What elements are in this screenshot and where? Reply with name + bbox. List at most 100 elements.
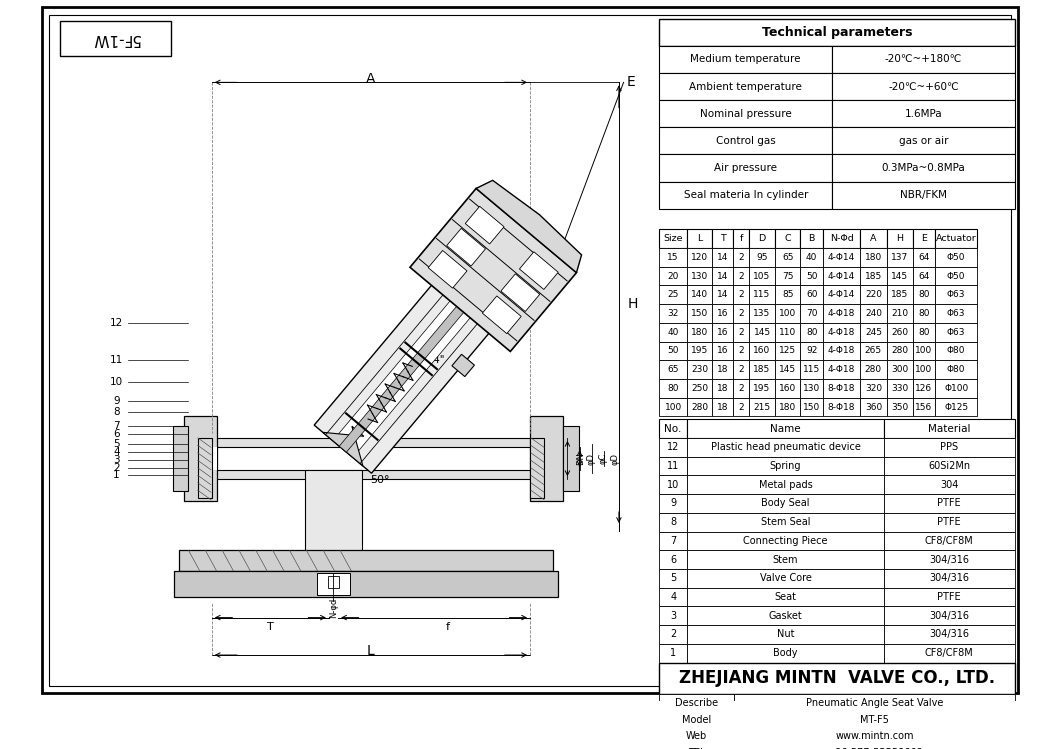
Text: 4-Φ14: 4-Φ14 — [828, 272, 855, 281]
Text: Φ63: Φ63 — [947, 291, 966, 300]
Text: 14: 14 — [717, 253, 728, 262]
Bar — [712, 267, 734, 285]
Text: CF8/CF8M: CF8/CF8M — [924, 536, 973, 546]
Text: T: T — [267, 622, 273, 632]
Bar — [734, 285, 749, 304]
Text: 10: 10 — [667, 479, 679, 490]
Text: 100: 100 — [916, 346, 933, 356]
Bar — [775, 267, 800, 285]
Text: 2: 2 — [738, 365, 744, 374]
Bar — [198, 438, 544, 447]
Text: Connecting Piece: Connecting Piece — [743, 536, 828, 546]
Text: 115: 115 — [803, 365, 820, 374]
Text: 2: 2 — [738, 328, 744, 337]
Bar — [884, 476, 1014, 494]
Polygon shape — [428, 250, 467, 288]
Text: 185: 185 — [754, 365, 771, 374]
Bar — [659, 267, 687, 285]
Text: 137: 137 — [891, 253, 908, 262]
Text: 2: 2 — [738, 253, 744, 262]
Bar — [913, 379, 935, 398]
Text: 2: 2 — [670, 629, 676, 640]
Bar — [823, 304, 861, 323]
Bar — [749, 267, 775, 285]
Text: 230: 230 — [691, 365, 708, 374]
Text: 280: 280 — [891, 346, 908, 356]
Text: 145: 145 — [754, 328, 771, 337]
Bar — [198, 470, 544, 479]
Bar — [687, 513, 884, 532]
Bar — [913, 323, 935, 342]
Bar — [832, 127, 1014, 154]
Bar — [775, 379, 800, 398]
Bar — [687, 419, 884, 438]
Text: φC: φC — [599, 453, 607, 464]
Bar — [734, 398, 749, 416]
Bar — [734, 728, 1014, 745]
Bar — [823, 398, 861, 416]
Polygon shape — [482, 296, 522, 333]
Text: Nut: Nut — [777, 629, 794, 640]
Bar — [823, 379, 861, 398]
Text: Seat: Seat — [775, 592, 796, 602]
Text: L: L — [367, 644, 375, 658]
Bar — [935, 379, 977, 398]
Text: 210: 210 — [891, 309, 908, 318]
Text: gas or air: gas or air — [899, 136, 949, 146]
Bar — [861, 229, 886, 248]
Bar — [800, 323, 823, 342]
Text: 2: 2 — [738, 346, 744, 356]
Bar — [659, 127, 832, 154]
Text: 70: 70 — [806, 309, 817, 318]
Text: T: T — [720, 234, 726, 243]
Bar — [913, 285, 935, 304]
Bar — [886, 248, 913, 267]
Text: 12: 12 — [110, 318, 123, 328]
Text: 0.3MPa~0.8MPa: 0.3MPa~0.8MPa — [882, 163, 966, 173]
Bar — [823, 229, 861, 248]
Bar — [198, 447, 216, 470]
Text: 10: 10 — [110, 377, 123, 386]
Text: 304: 304 — [940, 479, 958, 490]
Bar — [861, 360, 886, 379]
Bar — [775, 248, 800, 267]
Text: 250: 250 — [691, 383, 708, 392]
Bar — [687, 379, 712, 398]
Text: 3: 3 — [670, 610, 676, 621]
Text: 8: 8 — [113, 407, 120, 416]
Text: Technical parameters: Technical parameters — [762, 25, 913, 39]
Text: 11: 11 — [667, 461, 679, 471]
Bar — [712, 229, 734, 248]
Bar — [305, 470, 361, 552]
Bar — [734, 304, 749, 323]
Bar — [659, 711, 734, 728]
Polygon shape — [410, 189, 577, 351]
Text: 7: 7 — [670, 536, 676, 546]
Bar — [775, 342, 800, 360]
Text: Ambient temperature: Ambient temperature — [689, 82, 802, 91]
Text: Seal materia In cylinder: Seal materia In cylinder — [684, 190, 808, 200]
Bar — [775, 323, 800, 342]
Bar — [659, 285, 687, 304]
Text: Medium temperature: Medium temperature — [690, 55, 801, 64]
Bar — [659, 46, 832, 73]
Bar — [913, 342, 935, 360]
Bar — [884, 438, 1014, 457]
Text: 14: 14 — [717, 272, 728, 281]
Bar — [935, 360, 977, 379]
Text: 16: 16 — [717, 328, 728, 337]
Bar — [734, 360, 749, 379]
Bar — [734, 694, 1014, 711]
Bar — [800, 342, 823, 360]
Bar — [687, 360, 712, 379]
Bar — [823, 285, 861, 304]
Bar — [734, 342, 749, 360]
Bar — [749, 285, 775, 304]
Text: 20: 20 — [668, 272, 678, 281]
Text: 350: 350 — [891, 402, 908, 411]
Text: Φ50: Φ50 — [947, 272, 966, 281]
Bar — [861, 248, 886, 267]
Text: 130: 130 — [803, 383, 820, 392]
Bar — [884, 419, 1014, 438]
Bar — [935, 229, 977, 248]
